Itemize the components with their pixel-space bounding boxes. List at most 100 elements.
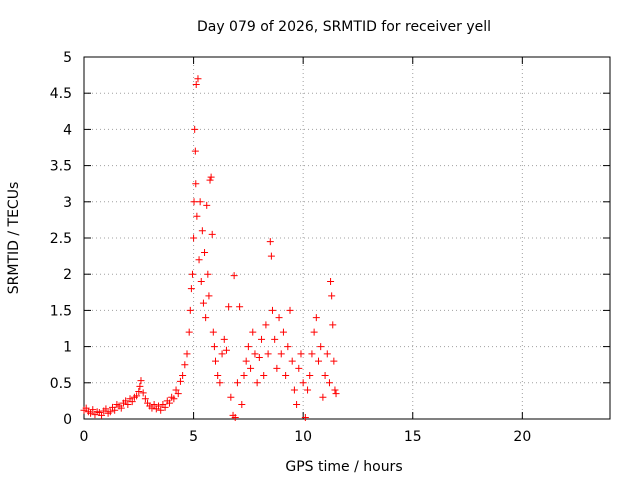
data-point	[193, 212, 201, 220]
data-point	[327, 277, 335, 285]
data-point	[271, 335, 279, 343]
x-tick-label: 20	[513, 429, 531, 445]
data-point	[106, 408, 114, 416]
y-tick-label: 0	[63, 412, 72, 428]
data-point	[255, 353, 263, 361]
data-point	[148, 404, 156, 412]
data-point	[212, 357, 219, 365]
data-point	[247, 364, 255, 372]
data-point	[225, 303, 233, 311]
data-point	[102, 405, 110, 413]
y-tick-label: 2	[63, 267, 72, 283]
data-point	[325, 379, 333, 387]
data-point	[264, 350, 272, 358]
data-point	[208, 230, 216, 238]
data-point	[260, 372, 268, 380]
data-point	[297, 350, 305, 358]
x-tick-label: 5	[189, 429, 198, 445]
data-point	[122, 397, 130, 405]
data-point	[207, 173, 215, 181]
data-point	[179, 372, 187, 380]
data-point	[273, 364, 281, 372]
data-point	[258, 335, 266, 343]
data-point	[135, 387, 143, 395]
data-point	[82, 404, 90, 412]
data-point	[249, 328, 257, 336]
data-point	[312, 314, 320, 322]
data-point	[251, 350, 259, 358]
data-point	[183, 350, 191, 358]
data-point	[190, 234, 198, 242]
data-point	[210, 343, 218, 351]
data-point	[89, 406, 97, 414]
data-point	[165, 399, 173, 407]
chart-title: Day 079 of 2026, SRMTID for receiver yel…	[197, 19, 491, 35]
y-tick-label: 0.5	[50, 376, 72, 392]
data-point	[192, 81, 200, 89]
data-point	[192, 180, 200, 188]
data-point	[87, 409, 95, 417]
data-point	[331, 386, 339, 394]
data-point	[161, 403, 169, 411]
data-point	[124, 401, 132, 409]
data-point	[295, 364, 303, 372]
data-point	[315, 357, 323, 365]
data-point	[172, 386, 180, 394]
data-point	[227, 393, 235, 401]
data-point	[137, 377, 145, 385]
data-point	[220, 335, 228, 343]
data-point	[277, 350, 285, 358]
data-point	[136, 382, 144, 390]
data-point	[176, 377, 184, 385]
data-point	[330, 357, 338, 365]
data-point	[329, 321, 337, 329]
data-point	[282, 372, 290, 380]
data-point	[181, 361, 189, 369]
data-point	[233, 379, 241, 387]
data-point	[266, 238, 274, 246]
data-point	[128, 398, 136, 406]
data-point	[231, 414, 239, 422]
data-point	[155, 402, 163, 410]
data-point	[323, 350, 331, 358]
data-point	[150, 401, 158, 409]
data-point	[240, 372, 248, 380]
data-point	[190, 198, 198, 206]
data-point	[244, 343, 252, 351]
data-point	[157, 406, 165, 414]
data-point	[275, 314, 283, 322]
data-point	[139, 389, 147, 397]
data-point	[170, 395, 178, 403]
data-point	[308, 350, 316, 358]
data-point	[187, 285, 195, 293]
data-point	[242, 357, 250, 365]
data-point	[267, 252, 275, 260]
data-point	[279, 328, 287, 336]
data-point	[319, 393, 327, 401]
x-axis-label: GPS time / hours	[285, 459, 402, 475]
data-point	[284, 343, 292, 351]
data-point	[290, 386, 298, 394]
data-point	[206, 176, 214, 184]
data-point	[216, 379, 224, 387]
data-point	[191, 147, 199, 155]
data-point	[286, 306, 294, 314]
data-point	[174, 390, 182, 398]
data-point	[133, 392, 141, 400]
grid	[84, 57, 610, 419]
data-point	[186, 306, 194, 314]
data-point	[214, 372, 222, 380]
data-point	[238, 401, 246, 409]
data-point	[328, 292, 336, 300]
data-point	[310, 328, 318, 336]
x-tick-label: 15	[404, 429, 422, 445]
data-point	[196, 198, 204, 206]
data-point	[198, 227, 206, 235]
data-point	[191, 125, 199, 133]
y-tick-label: 2.5	[50, 231, 72, 247]
x-tick-label: 10	[294, 429, 312, 445]
y-tick-label: 3	[63, 195, 72, 211]
data-point	[117, 404, 125, 412]
data-point	[203, 201, 211, 209]
